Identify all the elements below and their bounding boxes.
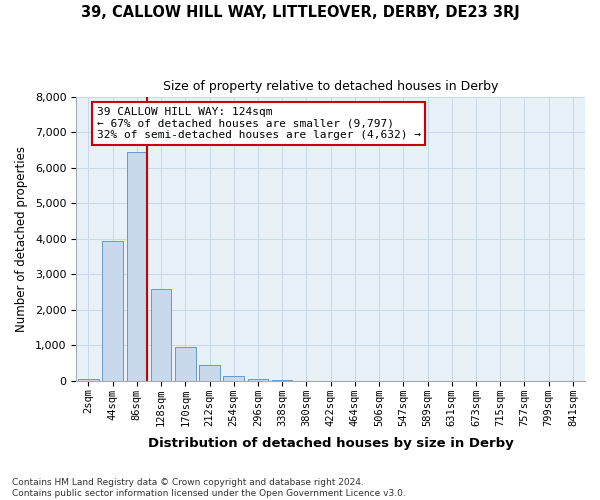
Bar <box>127 152 147 381</box>
Bar <box>103 240 123 381</box>
Bar <box>272 380 292 381</box>
Text: 39, CALLOW HILL WAY, LITTLEOVER, DERBY, DE23 3RJ: 39, CALLOW HILL WAY, LITTLEOVER, DERBY, … <box>80 5 520 20</box>
Bar <box>175 347 196 381</box>
Bar <box>199 366 220 381</box>
Text: Contains HM Land Registry data © Crown copyright and database right 2024.
Contai: Contains HM Land Registry data © Crown c… <box>12 478 406 498</box>
Bar <box>223 376 244 381</box>
Title: Size of property relative to detached houses in Derby: Size of property relative to detached ho… <box>163 80 499 93</box>
Bar <box>248 379 268 381</box>
Y-axis label: Number of detached properties: Number of detached properties <box>15 146 28 332</box>
Bar <box>151 288 172 381</box>
X-axis label: Distribution of detached houses by size in Derby: Distribution of detached houses by size … <box>148 437 514 450</box>
Text: 39 CALLOW HILL WAY: 124sqm
← 67% of detached houses are smaller (9,797)
32% of s: 39 CALLOW HILL WAY: 124sqm ← 67% of deta… <box>97 107 421 140</box>
Bar <box>78 379 98 381</box>
